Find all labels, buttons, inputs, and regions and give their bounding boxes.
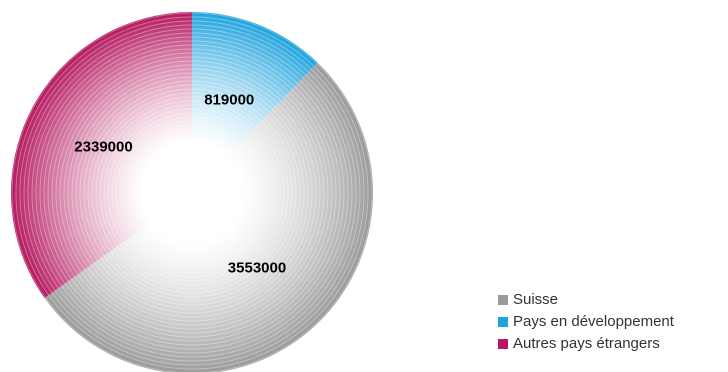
pie-ring <box>83 84 301 302</box>
pie-ring <box>95 96 289 290</box>
pie-ring <box>91 92 293 294</box>
pie-ring <box>151 152 233 234</box>
pie-ring <box>67 68 317 318</box>
pie-ring <box>135 136 249 250</box>
pie-ring <box>11 12 373 372</box>
legend-label-suisse: Suisse <box>513 291 559 308</box>
slice-label-autres-pays-etrangers: 2339000 <box>74 138 132 155</box>
pie-ring <box>15 16 369 370</box>
pie-ring <box>75 76 309 310</box>
pie-ring <box>103 104 281 282</box>
pie-ring <box>163 164 221 222</box>
pie-ring <box>179 180 205 206</box>
legend-label-autres-pays-etrangers: Autres pays étrangers <box>513 335 660 352</box>
pie-ring <box>87 88 297 298</box>
pie-ring <box>51 52 333 334</box>
legend-swatch-pays-en-developpement <box>498 316 508 327</box>
pie-ring <box>23 24 361 362</box>
pie-ring <box>155 156 229 230</box>
pie-ring <box>111 112 273 274</box>
legend: Suisse Pays en développement Autres pays… <box>498 290 726 356</box>
pie-slice-autres-pays-etrangers <box>11 12 193 299</box>
legend-swatch-autres-pays-etrangers <box>498 338 508 349</box>
pie-ring <box>63 64 321 322</box>
pie-ring <box>99 100 285 286</box>
slice-label-suisse: 3553000 <box>228 259 286 276</box>
pie-ring <box>143 144 241 242</box>
legend-swatch-suisse <box>498 294 508 305</box>
pie-ring <box>115 116 269 270</box>
pie-ring <box>59 60 325 326</box>
pie-slice-suisse <box>44 62 373 372</box>
pie-ring <box>171 172 213 214</box>
pie-ring <box>167 168 217 218</box>
pie-ring <box>147 148 237 238</box>
pie-ring <box>71 72 313 314</box>
legend-item-pays-en-developpement: Pays en développement <box>498 312 726 331</box>
legend-item-suisse: Suisse <box>498 290 726 309</box>
pie-ring <box>27 28 357 358</box>
pie-ring <box>123 124 261 262</box>
pie-ring <box>183 184 201 202</box>
pie-ring <box>127 128 257 258</box>
pie-ring <box>187 188 197 198</box>
pie-ring <box>35 36 349 350</box>
pie-ring <box>79 80 305 306</box>
pie-ring <box>55 56 329 330</box>
legend-item-autres-pays-etrangers: Autres pays étrangers <box>498 334 726 353</box>
pie-ring <box>175 176 209 210</box>
pie-ring <box>131 132 253 254</box>
pie-ring <box>159 160 225 226</box>
pie-ring <box>19 20 365 366</box>
pie-ring <box>139 140 245 246</box>
legend-label-pays-en-developpement: Pays en développement <box>513 313 674 330</box>
pie-ring <box>119 120 265 266</box>
pie-slice-pays-en-developpement <box>192 12 318 193</box>
pie-ring <box>107 108 277 278</box>
slice-label-pays-en-developpement: 819000 <box>204 92 254 109</box>
pie-ring <box>43 44 341 342</box>
pie-ring <box>39 40 345 346</box>
pie-ring <box>47 48 337 338</box>
pie-ring <box>31 32 353 354</box>
